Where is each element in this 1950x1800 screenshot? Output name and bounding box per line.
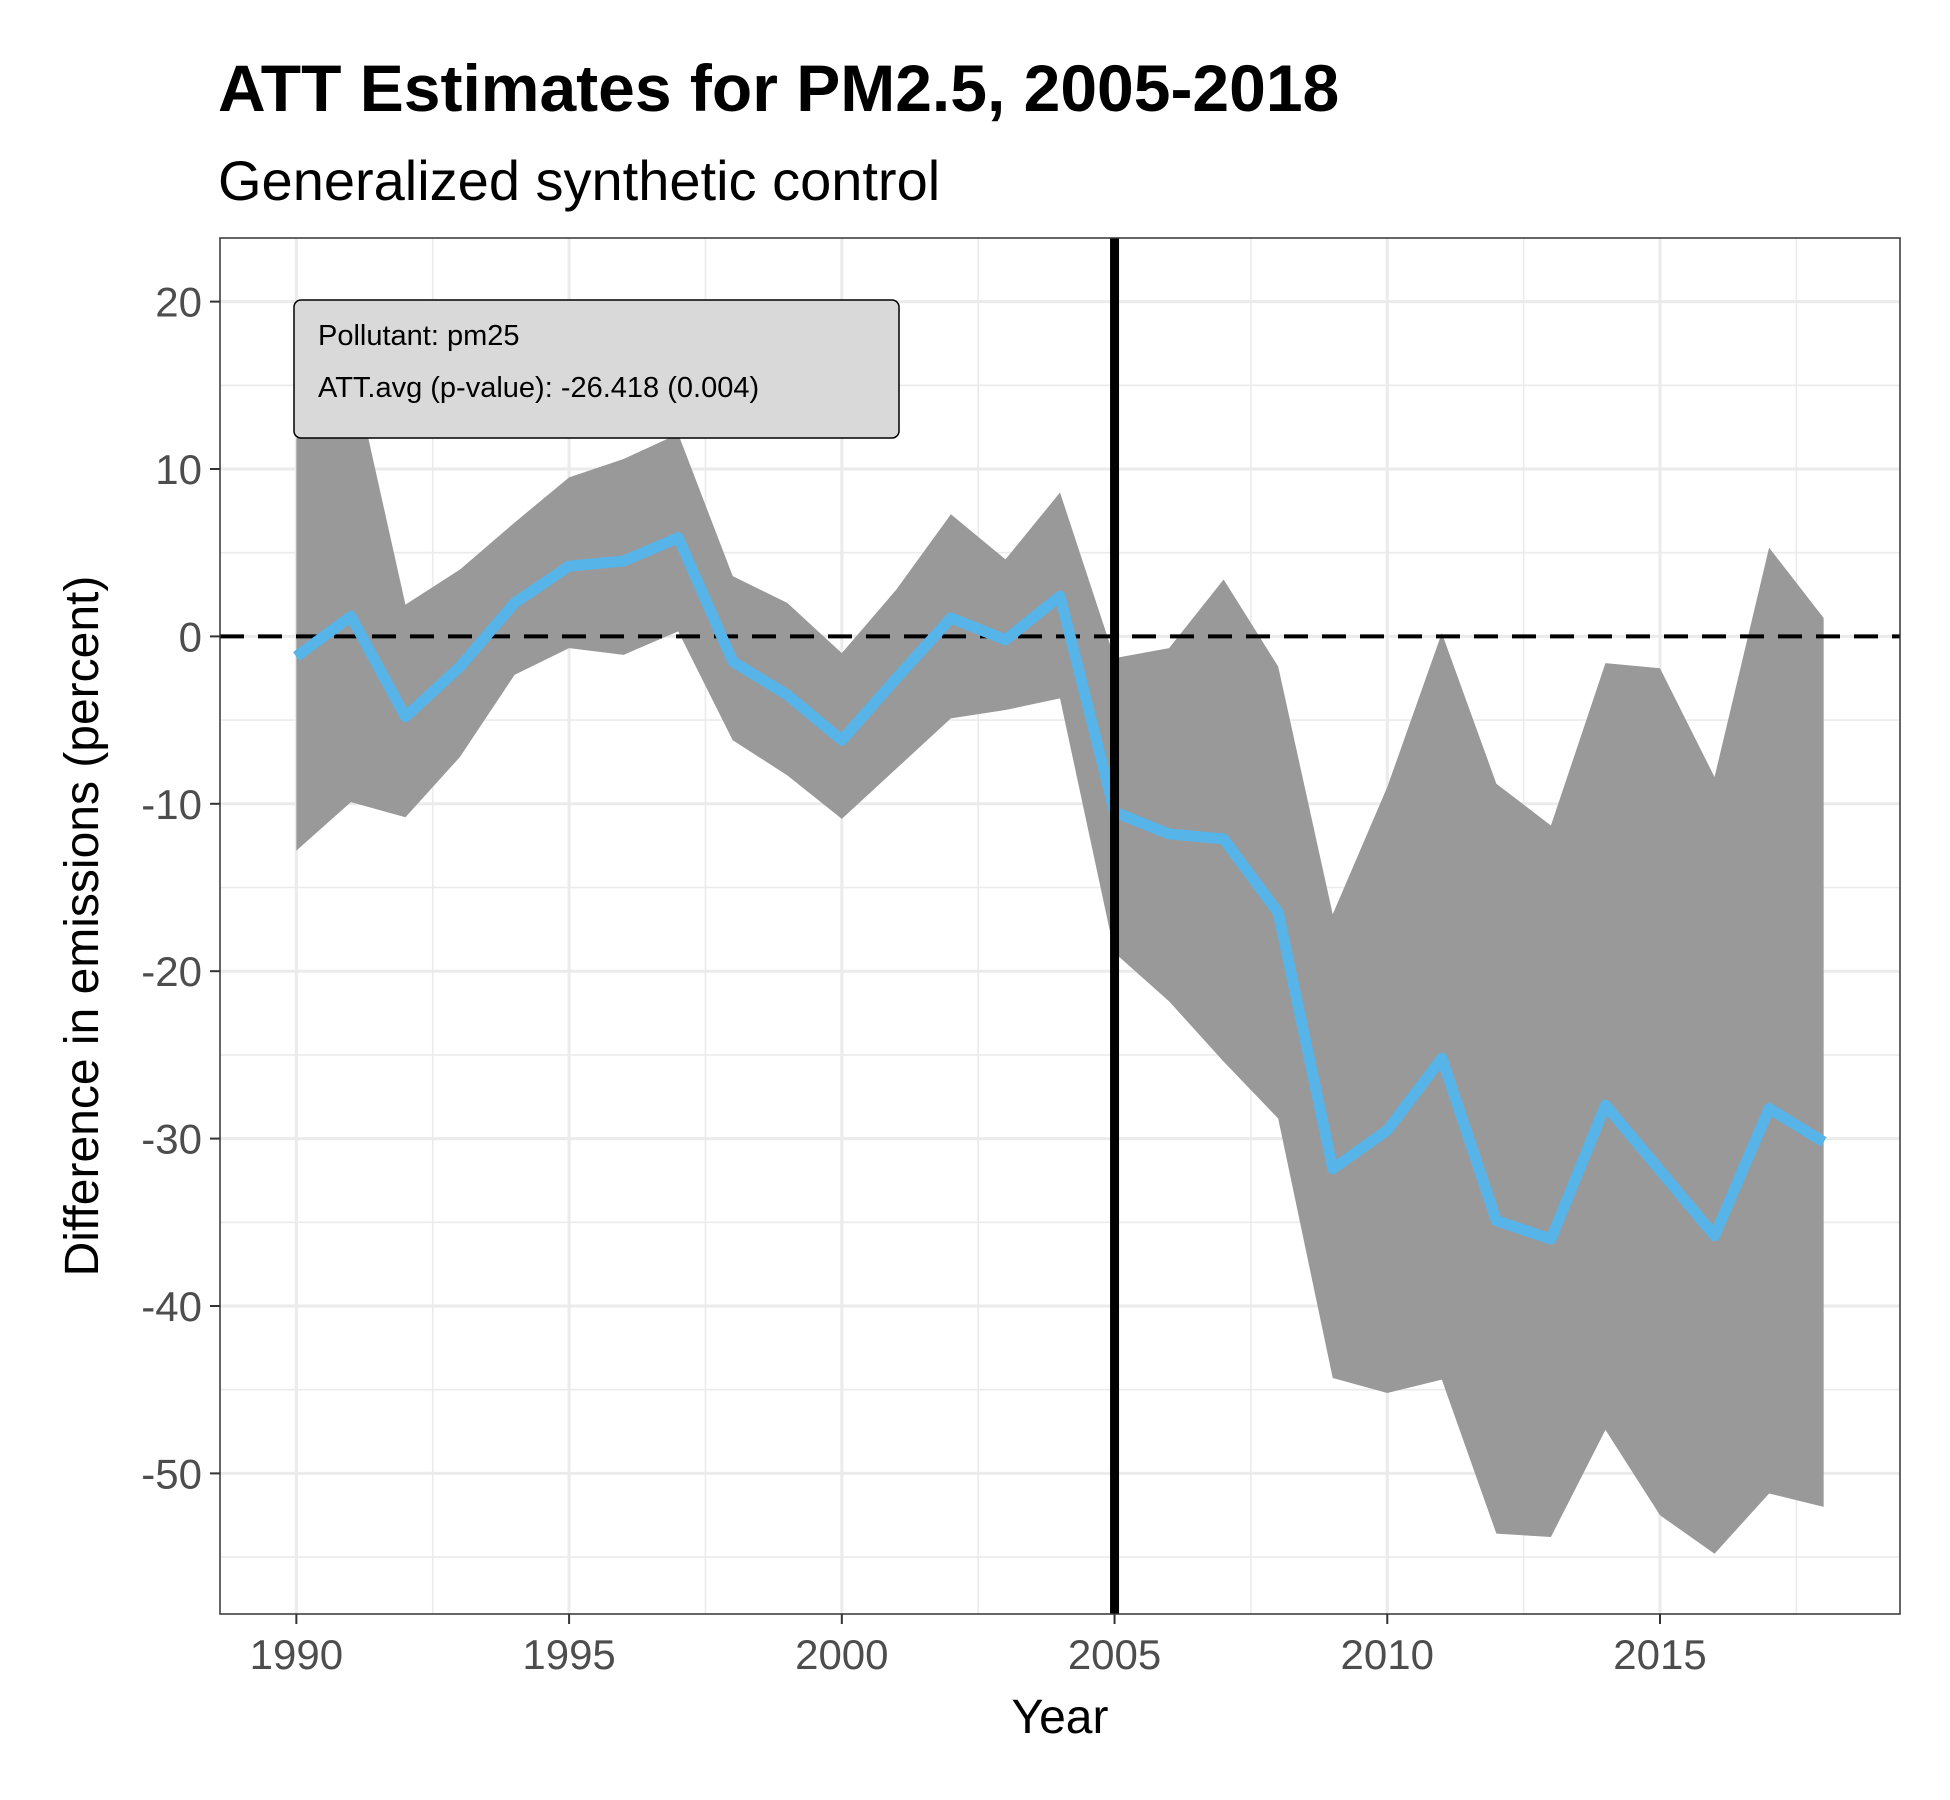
- y-tick-label: -50: [141, 1450, 202, 1497]
- att-point-1998: [732, 661, 734, 663]
- att-point-1996: [623, 560, 625, 562]
- annotation-box: Pollutant: pm25 ATT.avg (p-value): -26.4…: [293, 299, 900, 439]
- x-tick-label: 2005: [1068, 1631, 1161, 1678]
- series-group: [293, 532, 1827, 1245]
- x-tick-label: 2010: [1341, 1631, 1434, 1678]
- plot-panel-border: [219, 237, 1901, 1615]
- att-point-2000: [841, 739, 843, 741]
- x-axis-title: Year: [1012, 1691, 1109, 1744]
- y-tick-label: -30: [141, 1116, 202, 1163]
- att-point-1997: [677, 537, 679, 539]
- att-point-2015: [1659, 1169, 1661, 1171]
- att-point-2012: [1495, 1220, 1497, 1222]
- y-tick-label: 20: [155, 279, 202, 326]
- att-point-2008: [1277, 912, 1279, 914]
- att-point-2017: [1768, 1107, 1770, 1109]
- att-point-1992: [404, 716, 406, 718]
- att-point-2016: [1714, 1235, 1716, 1237]
- att-point-2018: [1823, 1141, 1825, 1143]
- att-point-2013: [1550, 1238, 1552, 1240]
- annotation-line-pollutant: Pollutant: pm25: [318, 320, 520, 352]
- att-point-1993: [459, 666, 461, 668]
- att-point-1990: [295, 655, 297, 657]
- att-point-1999: [786, 694, 788, 696]
- att-point-2001: [895, 677, 897, 679]
- att-point-1994: [514, 602, 516, 604]
- y-axis-title: Difference in emissions (percent): [56, 576, 109, 1277]
- y-tick-label: 0: [179, 613, 202, 660]
- att-point-2003: [1004, 639, 1006, 641]
- y-tick-label: -40: [141, 1283, 202, 1330]
- att-point-1995: [568, 565, 570, 567]
- annotation-line-att: ATT.avg (p-value): -26.418 (0.004): [318, 372, 759, 404]
- att-point-2014: [1604, 1104, 1606, 1106]
- confidence-band: [296, 360, 1824, 1554]
- y-tick-label: 10: [155, 446, 202, 493]
- att-point-2009: [1332, 1168, 1334, 1170]
- att-point-2004: [1059, 595, 1061, 597]
- annotation-background: [293, 299, 900, 439]
- att-point-2007: [1223, 838, 1225, 840]
- y-tick-label: -10: [141, 781, 202, 828]
- y-axis: 20 10 0 -10 -20 -30 -40 -50: [141, 279, 220, 1497]
- x-tick-label: 1995: [522, 1631, 615, 1678]
- confidence-band-group: [296, 360, 1824, 1554]
- x-tick-label: 1990: [250, 1631, 343, 1678]
- y-tick-label: -20: [141, 948, 202, 995]
- att-point-2010: [1386, 1129, 1388, 1131]
- chart-title: ATT Estimates for PM2.5, 2005-2018: [218, 51, 1340, 125]
- att-point-2011: [1441, 1057, 1443, 1059]
- x-tick-label: 2000: [795, 1631, 888, 1678]
- x-tick-label: 2015: [1613, 1631, 1706, 1678]
- x-axis: 1990 1995 2000 2005 2010 2015: [250, 1614, 1707, 1678]
- att-point-2002: [950, 617, 952, 619]
- att-point-1991: [350, 615, 352, 617]
- chart-subtitle: Generalized synthetic control: [218, 149, 941, 212]
- att-point-2006: [1168, 833, 1170, 835]
